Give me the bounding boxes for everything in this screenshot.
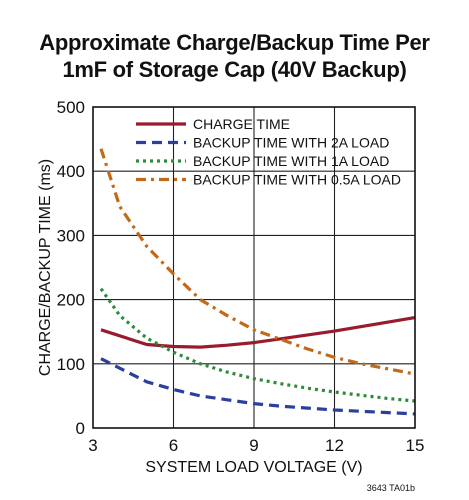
y-tick-label: 400 (57, 162, 85, 181)
x-tick-label: 3 (88, 436, 97, 455)
series-lines (99, 148, 416, 416)
x-tick-label: 9 (249, 436, 258, 455)
x-tick-label: 6 (169, 436, 178, 455)
chart-title-line-1: Approximate Charge/Backup Time Per (39, 30, 430, 55)
y-tick-label: 0 (76, 419, 85, 438)
y-tick-label: 300 (57, 226, 85, 245)
figure-footnote: 3643 TA01b (367, 483, 415, 493)
x-axis-title: SYSTEM LOAD VOLTAGE (V) (145, 459, 362, 476)
series-line-2 (100, 357, 416, 416)
series-line-1 (100, 316, 416, 349)
x-tick-label: 15 (406, 436, 425, 455)
y-tick-label: 500 (57, 98, 85, 117)
legend-label-3: BACKUP TIME WITH 1A LOAD (193, 153, 389, 169)
series-line-4 (99, 148, 416, 376)
x-tick-label: 12 (325, 436, 344, 455)
legend: CHARGE TIME BACKUP TIME WITH 2A LOAD BACKU… (136, 116, 401, 188)
legend-label-4: BACKUP TIME WITH 0.5A LOAD (193, 172, 401, 188)
chart-title-line-2: 1mF of Storage Cap (40V Backup) (62, 57, 407, 82)
y-tick-label: 100 (57, 355, 85, 374)
y-tick-label: 200 (57, 291, 85, 310)
series-line-3 (99, 287, 416, 403)
tick-labels: 3 6 9 12 15 0 100 200 300 400 500 (57, 98, 425, 455)
legend-label-1: CHARGE TIME (193, 116, 290, 132)
legend-label-2: BACKUP TIME WITH 2A LOAD (193, 135, 389, 151)
plot-frame (92, 106, 416, 429)
y-axis-title: CHARGE/BACKUP TIME (ms) (37, 159, 54, 376)
